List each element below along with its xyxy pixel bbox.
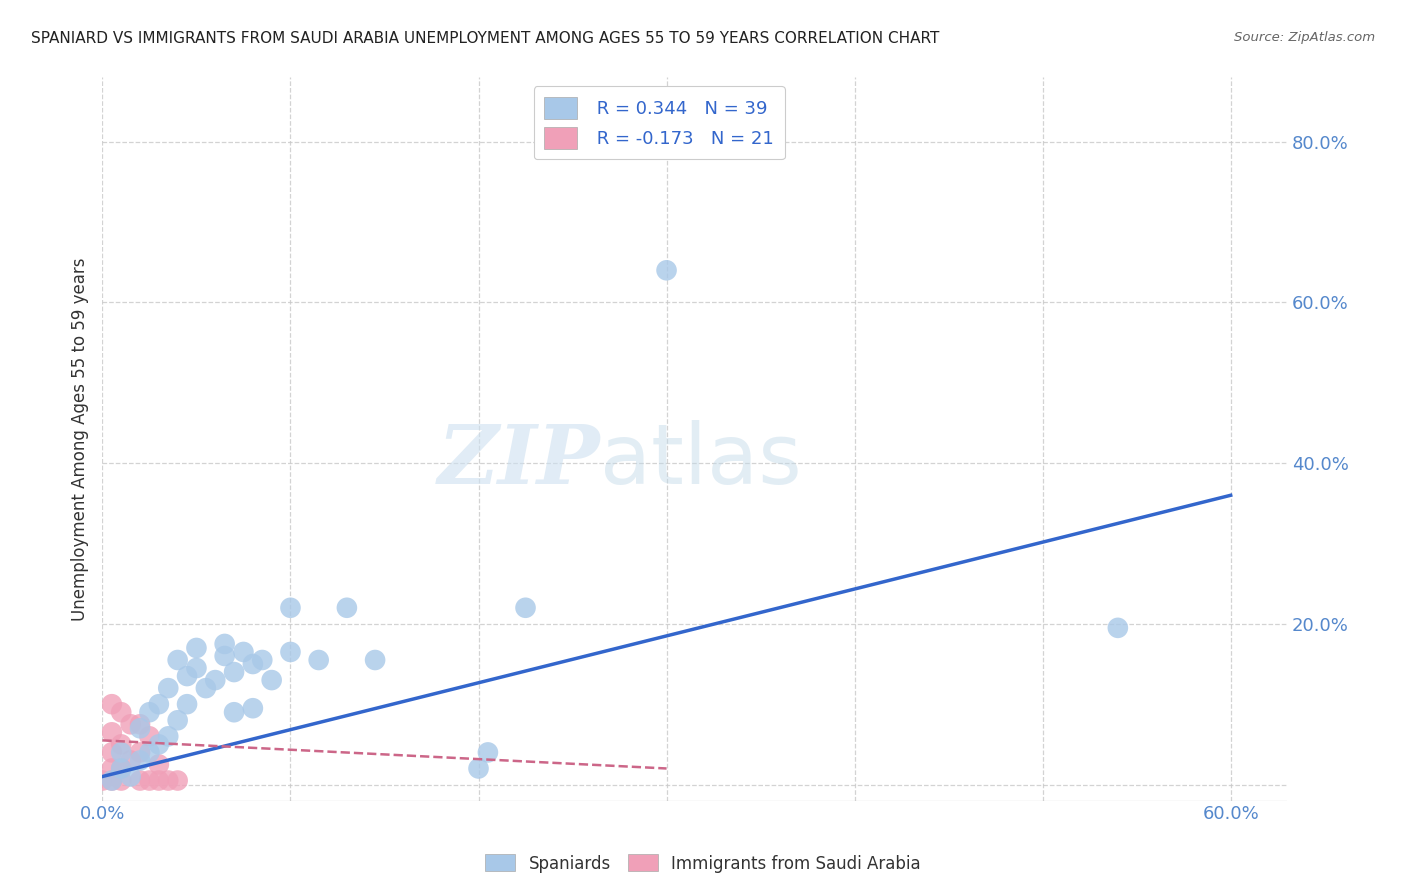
Point (336, 600, 359, 615)
Text: atlas: atlas (600, 420, 801, 501)
Point (214, 637, 236, 651)
Point (129, 746, 152, 760)
Point (148, 737, 170, 751)
Point (110, 737, 132, 751)
Point (138, 705, 160, 719)
Point (194, 681, 217, 695)
Point (186, 661, 208, 675)
Point (110, 773, 132, 788)
Legend:  R = 0.344   N = 39,  R = -0.173   N = 21: R = 0.344 N = 39, R = -0.173 N = 21 (533, 87, 785, 160)
Point (252, 653, 274, 667)
Point (129, 721, 152, 735)
Point (204, 673, 226, 687)
Point (148, 757, 170, 772)
Point (110, 762, 132, 776)
Point (138, 746, 160, 760)
Point (242, 657, 264, 671)
Point (280, 645, 302, 659)
Point (101, 762, 124, 776)
Point (101, 773, 124, 788)
Point (148, 773, 170, 788)
Point (308, 653, 330, 667)
Point (260, 673, 283, 687)
Point (222, 665, 245, 679)
Point (91, 773, 114, 788)
Point (1107, 621, 1129, 635)
Point (120, 754, 142, 768)
Point (120, 770, 142, 784)
Point (157, 773, 180, 788)
Legend: Spaniards, Immigrants from Saudi Arabia: Spaniards, Immigrants from Saudi Arabia (478, 847, 928, 880)
Text: SPANIARD VS IMMIGRANTS FROM SAUDI ARABIA UNEMPLOYMENT AMONG AGES 55 TO 59 YEARS : SPANIARD VS IMMIGRANTS FROM SAUDI ARABIA… (31, 31, 939, 46)
Point (214, 648, 236, 663)
Point (157, 729, 180, 743)
Point (176, 697, 198, 711)
Point (477, 746, 499, 760)
Point (157, 681, 180, 695)
Point (120, 717, 142, 731)
Point (110, 762, 132, 776)
Point (110, 705, 132, 719)
Point (138, 729, 160, 743)
Point (222, 705, 245, 719)
Point (101, 725, 124, 739)
Point (101, 773, 124, 788)
Point (101, 746, 124, 760)
Y-axis label: Unemployment Among Ages 55 to 59 years: Unemployment Among Ages 55 to 59 years (72, 257, 89, 621)
Point (176, 669, 198, 683)
Point (129, 773, 152, 788)
Point (655, 263, 678, 277)
Point (101, 697, 124, 711)
Point (138, 773, 160, 788)
Point (166, 653, 188, 667)
Point (110, 746, 132, 760)
Point (242, 701, 264, 715)
Point (364, 653, 387, 667)
Point (280, 600, 302, 615)
Point (467, 762, 489, 776)
Point (166, 713, 188, 727)
Point (129, 717, 152, 731)
Point (515, 600, 537, 615)
Point (232, 645, 254, 659)
Text: Source: ZipAtlas.com: Source: ZipAtlas.com (1234, 31, 1375, 45)
Point (148, 697, 170, 711)
Point (129, 754, 152, 768)
Point (186, 640, 208, 655)
Text: ZIP: ZIP (437, 421, 600, 500)
Point (166, 773, 188, 788)
